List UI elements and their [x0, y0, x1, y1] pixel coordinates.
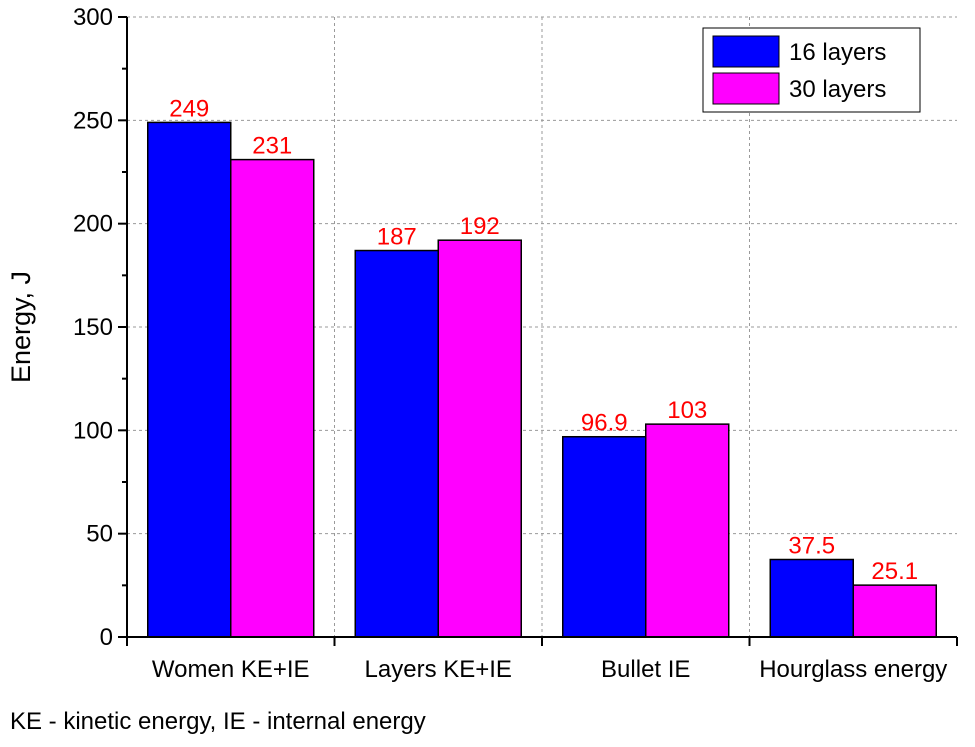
bar-series1: [562, 435, 647, 638]
data-label: 103: [667, 397, 707, 424]
category-label: Layers KE+IE: [365, 656, 512, 683]
legend-swatch: [712, 35, 780, 68]
bar-chart: 249 231 187 192 96.9 103 37.5 25.1 0 50 100 150 200…: [6, 4, 958, 683]
y-tick-label: 150: [73, 314, 113, 341]
bar-series1: [354, 249, 439, 638]
y-tick-label: 0: [100, 624, 113, 651]
y-tick-label: 100: [73, 417, 113, 444]
legend-label: 30 layers: [789, 76, 886, 103]
legend-label: 16 layers: [789, 39, 886, 66]
y-tick-label: 50: [86, 521, 113, 548]
category-label: Hourglass energy: [759, 656, 947, 683]
legend-swatch: [712, 72, 780, 105]
y-tick-label: 200: [73, 211, 113, 238]
data-label: 25.1: [871, 558, 918, 585]
data-label: 96.9: [581, 410, 628, 437]
data-label: 231: [252, 133, 292, 160]
data-label: 187: [377, 224, 417, 251]
data-labels: 249 231 187 192 96.9 103 37.5 25.1: [169, 95, 918, 585]
y-tick-label: 250: [73, 107, 113, 134]
data-label: 37.5: [788, 533, 835, 560]
y-tick-labels: 0 50 100 150 200 250 300: [73, 4, 113, 651]
bar-series2: [852, 584, 937, 638]
footnote: KE - kinetic energy, IE - internal energ…: [10, 708, 426, 735]
y-axis-label: Energy, J: [6, 271, 36, 383]
category-label: Women KE+IE: [152, 656, 310, 683]
bar-series1: [147, 121, 232, 638]
bar-series1: [769, 558, 854, 638]
bar-series2: [230, 158, 315, 638]
data-label: 249: [169, 95, 209, 122]
data-label: 192: [460, 213, 500, 240]
bar-series2: [645, 423, 730, 638]
category-label: Bullet IE: [601, 656, 690, 683]
legend: 16 layers 30 layers: [702, 27, 921, 113]
bar-series2: [437, 239, 522, 638]
y-tick-label: 300: [73, 4, 113, 31]
axes: [118, 16, 958, 646]
bars: [147, 121, 937, 638]
x-category-labels: Women KE+IE Layers KE+IE Bullet IE Hourglas…: [152, 656, 947, 683]
